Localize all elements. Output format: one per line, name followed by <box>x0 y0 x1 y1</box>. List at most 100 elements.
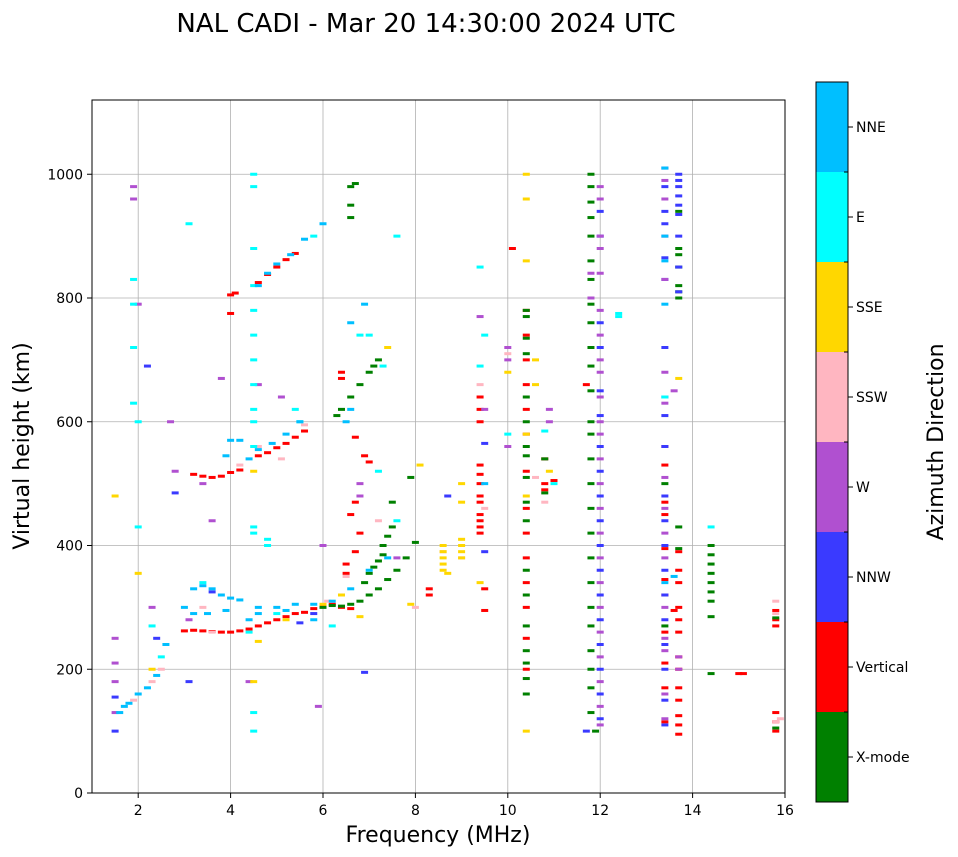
data-point-nnw <box>661 643 669 646</box>
data-point-vertical <box>661 547 669 551</box>
data-point-vertical <box>476 500 484 504</box>
data-point-e <box>550 482 558 486</box>
data-point-x-mode <box>347 185 355 189</box>
data-point-x-mode <box>587 531 595 535</box>
data-point-x-mode <box>388 525 396 529</box>
colorbar-segment <box>816 82 848 172</box>
data-point-e <box>130 346 138 349</box>
data-point-sse <box>458 537 466 541</box>
data-point-sse <box>282 618 290 622</box>
data-point-nnw <box>596 414 604 418</box>
data-point-vertical <box>522 469 530 473</box>
data-point-nne <box>661 259 669 263</box>
colorbar-tick-label: SSW <box>856 390 888 406</box>
data-point-sse <box>458 482 466 486</box>
data-point-e <box>393 519 401 523</box>
data-point-x-mode <box>379 544 387 547</box>
data-point-w <box>661 506 669 510</box>
x-axis-ticks: 2 4 6 8 10 12 14 16 <box>134 793 794 819</box>
data-point-nne <box>254 448 262 452</box>
data-point-e <box>291 407 299 411</box>
data-point-vertical <box>675 714 683 718</box>
data-point-nnw <box>661 346 669 349</box>
data-point-x-mode <box>328 604 336 608</box>
data-point-nne <box>310 602 318 606</box>
data-point-w <box>217 376 225 380</box>
data-point-w <box>504 445 512 448</box>
data-point-e <box>374 469 382 473</box>
data-point-x-mode <box>384 534 392 538</box>
data-point-w <box>596 420 604 424</box>
data-point-x-mode <box>370 565 378 569</box>
data-point-sse <box>250 680 258 684</box>
data-point-x-mode <box>587 234 595 238</box>
data-point-nnw <box>675 265 683 269</box>
data-point-vertical <box>772 608 780 612</box>
data-point-nnw <box>661 544 669 547</box>
data-point-sse <box>439 544 447 547</box>
x-tick-label: 12 <box>591 803 609 819</box>
data-point-vertical <box>273 618 281 622</box>
data-point-vertical <box>351 550 359 554</box>
data-point-sse <box>134 571 142 575</box>
data-point-nne <box>143 686 151 690</box>
data-point-w <box>167 420 175 424</box>
data-point-nnw <box>296 621 304 625</box>
colorbar-segment <box>816 622 848 712</box>
y-tick-label: 0 <box>74 786 83 802</box>
data-point-x-mode <box>587 346 595 349</box>
data-point-nnw <box>596 469 604 473</box>
data-point-x-mode <box>522 395 530 399</box>
data-point-x-mode <box>365 370 373 374</box>
data-point-nne <box>190 587 198 591</box>
data-point-vertical <box>254 281 262 285</box>
data-point-e <box>707 525 715 529</box>
data-point-x-mode <box>587 200 595 204</box>
data-point-w <box>504 358 512 362</box>
data-point-vertical <box>254 454 262 458</box>
data-point-ssw <box>476 383 484 387</box>
data-point-vertical <box>772 711 780 715</box>
data-point-e <box>250 284 258 288</box>
data-point-ssw <box>772 599 780 603</box>
data-point-sse <box>522 494 530 498</box>
x-tick-label: 2 <box>134 803 143 819</box>
data-point-nnw <box>675 234 683 238</box>
data-point-vertical <box>481 608 489 612</box>
data-point-vertical <box>476 472 484 476</box>
data-point-w <box>356 494 364 498</box>
data-point-x-mode <box>333 414 341 418</box>
data-point-vertical <box>735 672 743 676</box>
data-point-w <box>675 655 683 659</box>
data-point-x-mode <box>384 578 392 582</box>
data-point-ssw <box>481 506 489 510</box>
data-point-nne <box>296 420 304 424</box>
data-point-vertical <box>661 686 669 690</box>
data-point-nne <box>227 596 235 600</box>
data-point-vertical <box>522 407 530 411</box>
data-point-vertical <box>476 407 484 411</box>
data-point-x-mode <box>587 302 595 306</box>
data-point-sse <box>254 639 262 643</box>
data-point-x-mode <box>347 203 355 207</box>
data-point-w <box>319 544 327 547</box>
data-point-ssw <box>130 698 138 702</box>
data-point-x-mode <box>707 553 715 557</box>
data-point-sse <box>522 259 530 263</box>
data-point-ssw <box>157 667 165 671</box>
data-point-nne <box>661 581 669 585</box>
data-point-w <box>596 723 604 727</box>
data-point-e <box>250 308 258 312</box>
data-point-x-mode <box>592 729 600 733</box>
data-point-nne <box>661 234 669 238</box>
data-point-vertical <box>199 474 207 478</box>
data-point-w <box>596 506 604 510</box>
colorbar-tick-label: W <box>856 480 870 496</box>
data-point-nne <box>273 262 281 266</box>
data-point-ssw <box>277 457 285 461</box>
data-point-e <box>379 364 387 368</box>
x-axis-label: Frequency (MHz) <box>346 823 531 848</box>
data-point-w <box>208 519 216 523</box>
data-point-sse <box>458 550 466 554</box>
data-point-e <box>328 624 336 628</box>
